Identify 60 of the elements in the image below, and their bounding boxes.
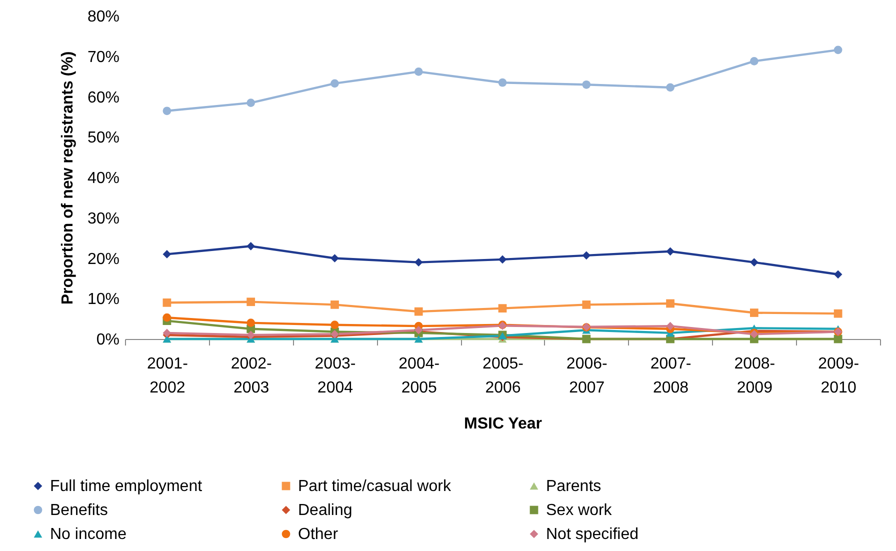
x-tick-label: 2005-2006 <box>482 356 524 396</box>
point <box>162 106 172 116</box>
y-tick-label: 60% <box>87 89 120 106</box>
point <box>330 254 339 262</box>
x-tick-label: 2004-2005 <box>398 356 440 396</box>
point <box>750 308 758 317</box>
point <box>666 247 674 256</box>
point <box>582 300 591 309</box>
x-tick-label: 2006-2007 <box>566 356 608 396</box>
point <box>666 299 674 308</box>
legend-label: Benefits <box>50 502 108 519</box>
x-axis-title: MSIC Year <box>464 416 542 432</box>
point <box>414 68 423 76</box>
legend-label: Part time/casual work <box>298 478 452 495</box>
point <box>414 258 423 266</box>
point <box>330 79 339 88</box>
legend-label: Other <box>298 526 339 543</box>
point <box>498 255 507 264</box>
point <box>246 318 256 328</box>
legend-label: No income <box>50 526 127 543</box>
x-tick-label: 2002-2003 <box>230 356 272 396</box>
point <box>666 322 674 330</box>
y-tick-label: 30% <box>87 210 120 228</box>
legend-label: Dealing <box>298 502 352 519</box>
point <box>414 307 423 316</box>
point <box>498 78 507 87</box>
point <box>162 298 172 307</box>
legend-label: Parents <box>546 478 602 495</box>
point <box>582 80 591 89</box>
y-tick-label: 70% <box>87 48 120 66</box>
point <box>498 304 507 312</box>
y-tick-label: 10% <box>87 291 120 308</box>
y-tick-label: 0% <box>96 332 120 348</box>
point <box>834 309 842 318</box>
legend-label: Sex work <box>546 502 613 519</box>
x-tick-label: 2001-2002 <box>146 356 188 396</box>
x-tick-label: 2007-2008 <box>650 356 692 396</box>
point <box>834 270 842 279</box>
y-tick-label: 40% <box>87 170 120 187</box>
point <box>162 250 172 258</box>
point <box>330 320 339 330</box>
y-tick-label: 50% <box>87 130 120 147</box>
x-tick-label: 2003-2004 <box>314 356 356 396</box>
x-tick-label: 2009-2010 <box>818 356 860 396</box>
legend-label: Full time employment <box>50 478 203 495</box>
point <box>162 313 172 322</box>
point <box>666 83 674 92</box>
point <box>330 300 339 309</box>
y-tick-label: 20% <box>87 250 120 268</box>
point <box>750 258 758 266</box>
point <box>246 242 256 250</box>
point <box>834 46 842 54</box>
legend-label: Not specified <box>546 526 638 543</box>
point <box>582 251 591 260</box>
y-tick-label: 80% <box>87 8 120 26</box>
point <box>246 298 256 306</box>
y-axis-title: Proportion of new registrants (%) <box>59 51 76 305</box>
point <box>246 98 256 107</box>
point <box>750 57 758 66</box>
x-tick-label: 2008-2009 <box>734 356 776 396</box>
